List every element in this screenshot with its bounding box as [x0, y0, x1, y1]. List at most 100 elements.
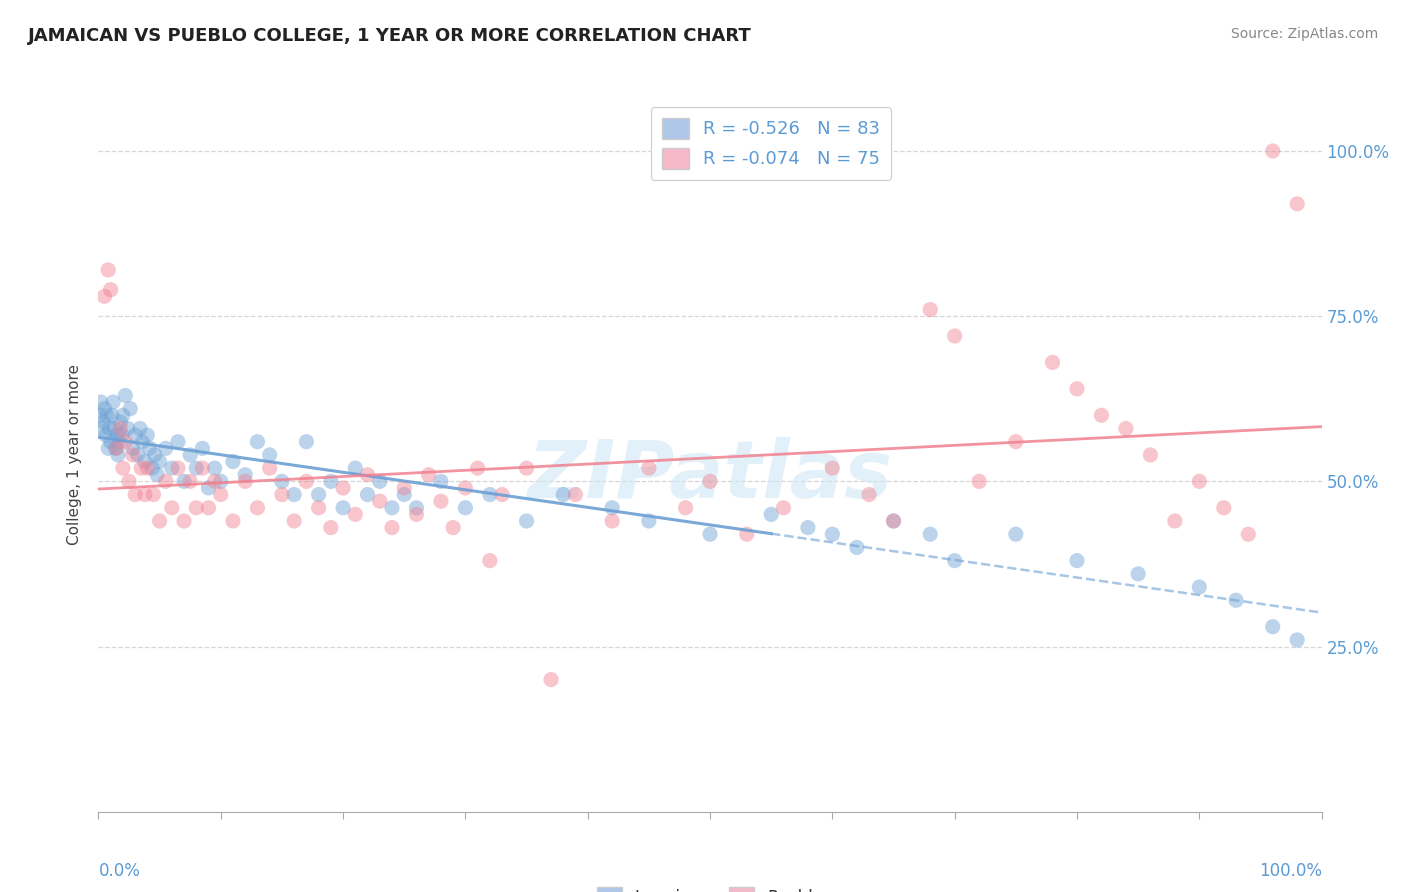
Point — [155, 475, 177, 489]
Point — [772, 500, 794, 515]
Point — [129, 461, 152, 475]
Point — [96, 409, 118, 423]
Point — [1188, 580, 1211, 594]
Point — [368, 475, 391, 489]
Point — [259, 461, 281, 475]
Point — [821, 461, 844, 475]
Point — [173, 514, 195, 528]
Point — [392, 481, 416, 495]
Point — [108, 434, 131, 449]
Point — [121, 442, 143, 456]
Point — [233, 475, 256, 489]
Point — [1261, 144, 1284, 158]
Point — [222, 454, 245, 468]
Point — [94, 428, 117, 442]
Point — [735, 527, 758, 541]
Point — [149, 454, 172, 468]
Point — [149, 514, 172, 528]
Point — [920, 302, 942, 317]
Point — [1225, 593, 1247, 607]
Point — [478, 487, 501, 501]
Point — [967, 475, 990, 489]
Point — [478, 554, 501, 568]
Point — [110, 421, 132, 435]
Point — [167, 461, 190, 475]
Point — [114, 388, 136, 402]
Point — [858, 487, 880, 501]
Point — [89, 409, 111, 423]
Point — [1066, 554, 1088, 568]
Point — [1261, 620, 1284, 634]
Point — [167, 434, 190, 449]
Point — [356, 467, 378, 482]
Point — [120, 401, 142, 416]
Point — [491, 487, 513, 501]
Point — [118, 475, 141, 489]
Point — [97, 263, 120, 277]
Point — [675, 500, 697, 515]
Point — [344, 508, 367, 522]
Point — [160, 461, 183, 475]
Point — [186, 500, 208, 515]
Point — [441, 520, 464, 534]
Point — [270, 475, 294, 489]
Point — [638, 514, 661, 528]
Legend: Jamaicans, Pueblo: Jamaicans, Pueblo — [591, 880, 830, 892]
Point — [179, 448, 201, 462]
Point — [105, 442, 128, 456]
Point — [356, 487, 378, 501]
Point — [283, 487, 305, 501]
Point — [1286, 632, 1309, 647]
Point — [93, 401, 115, 416]
Point — [107, 448, 129, 462]
Point — [103, 421, 125, 435]
Point — [91, 421, 114, 435]
Point — [600, 500, 623, 515]
Point — [845, 541, 868, 555]
Point — [111, 409, 134, 423]
Point — [283, 514, 305, 528]
Point — [430, 475, 453, 489]
Point — [136, 428, 159, 442]
Point — [131, 434, 153, 449]
Point — [295, 475, 318, 489]
Point — [93, 289, 115, 303]
Point — [127, 448, 149, 462]
Point — [143, 448, 166, 462]
Point — [129, 421, 152, 435]
Point — [98, 421, 121, 435]
Point — [121, 448, 143, 462]
Point — [124, 487, 146, 501]
Point — [97, 442, 120, 456]
Point — [233, 467, 256, 482]
Point — [308, 500, 330, 515]
Point — [430, 494, 453, 508]
Point — [136, 461, 159, 475]
Text: JAMAICAN VS PUEBLO COLLEGE, 1 YEAR OR MORE CORRELATION CHART: JAMAICAN VS PUEBLO COLLEGE, 1 YEAR OR MO… — [28, 27, 752, 45]
Point — [114, 434, 136, 449]
Point — [381, 500, 404, 515]
Point — [117, 421, 139, 435]
Point — [368, 494, 391, 508]
Point — [179, 475, 201, 489]
Point — [1090, 409, 1112, 423]
Point — [1004, 527, 1026, 541]
Point — [1212, 500, 1234, 515]
Point — [204, 461, 226, 475]
Point — [186, 461, 208, 475]
Point — [204, 475, 226, 489]
Point — [405, 508, 427, 522]
Point — [699, 475, 721, 489]
Point — [553, 487, 575, 501]
Text: 100.0%: 100.0% — [1258, 862, 1322, 880]
Text: Source: ZipAtlas.com: Source: ZipAtlas.com — [1230, 27, 1378, 41]
Point — [1004, 434, 1026, 449]
Point — [101, 409, 124, 423]
Point — [638, 461, 661, 475]
Point — [111, 461, 134, 475]
Point — [1115, 421, 1137, 435]
Point — [105, 428, 128, 442]
Point — [197, 481, 219, 495]
Point — [332, 500, 354, 515]
Point — [344, 461, 367, 475]
